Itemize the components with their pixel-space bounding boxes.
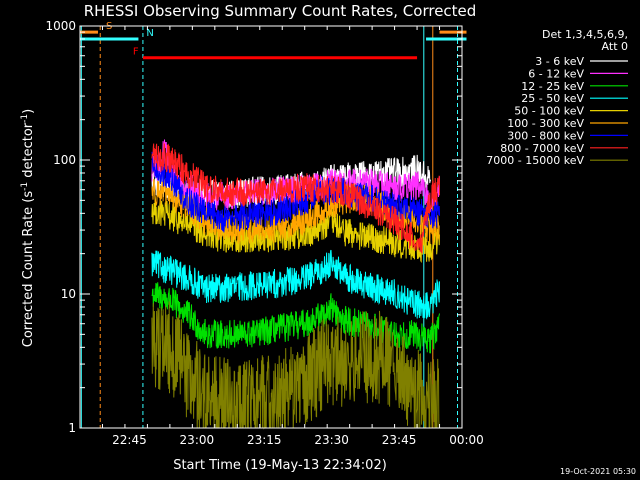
legend-label-0: 3 - 6 keV — [535, 55, 584, 68]
y-axis-label: Corrected Count Rate (s-1 detector-1) — [20, 109, 36, 347]
legend-label-4: 50 - 100 keV — [514, 105, 584, 118]
series-line-3 — [152, 250, 440, 319]
x-tick-label: 00:00 — [449, 433, 484, 447]
generation-timestamp: 19-Oct-2021 05:30 — [560, 467, 636, 476]
x-tick-label: 23:45 — [382, 433, 417, 447]
flag-label-s: S — [106, 21, 112, 32]
x-axis-label: Start Time (19-May-13 22:34:02) — [173, 458, 387, 473]
flag-label-f: F — [133, 47, 139, 58]
x-tick-label: 23:30 — [314, 433, 349, 447]
x-tick-label: 23:00 — [180, 433, 215, 447]
y-tick-label: 10 — [61, 287, 76, 301]
series-line-2 — [152, 282, 440, 353]
legend-label-6: 300 - 800 keV — [507, 129, 584, 142]
y-tick-label: 100 — [53, 153, 76, 167]
x-tick-label: 22:45 — [112, 433, 147, 447]
flag-bars: SNF — [80, 21, 466, 58]
y-tick-label: 1000 — [45, 19, 76, 33]
x-tick-label: 23:15 — [247, 433, 282, 447]
legend-header-line-2: Att 0 — [602, 40, 628, 53]
legend-label-3: 25 - 50 keV — [521, 92, 584, 105]
legend-label-1: 6 - 12 keV — [528, 67, 584, 80]
series-lines — [152, 140, 440, 429]
y-tick-label: 1 — [68, 421, 76, 435]
legend-label-2: 12 - 25 keV — [521, 80, 584, 93]
legend-label-5: 100 - 300 keV — [507, 117, 584, 130]
chart-title: RHESSI Observing Summary Count Rates, Co… — [84, 2, 477, 20]
legend-label-8: 7000 - 15000 keV — [486, 154, 584, 167]
legend-label-7: 800 - 7000 keV — [500, 142, 584, 155]
